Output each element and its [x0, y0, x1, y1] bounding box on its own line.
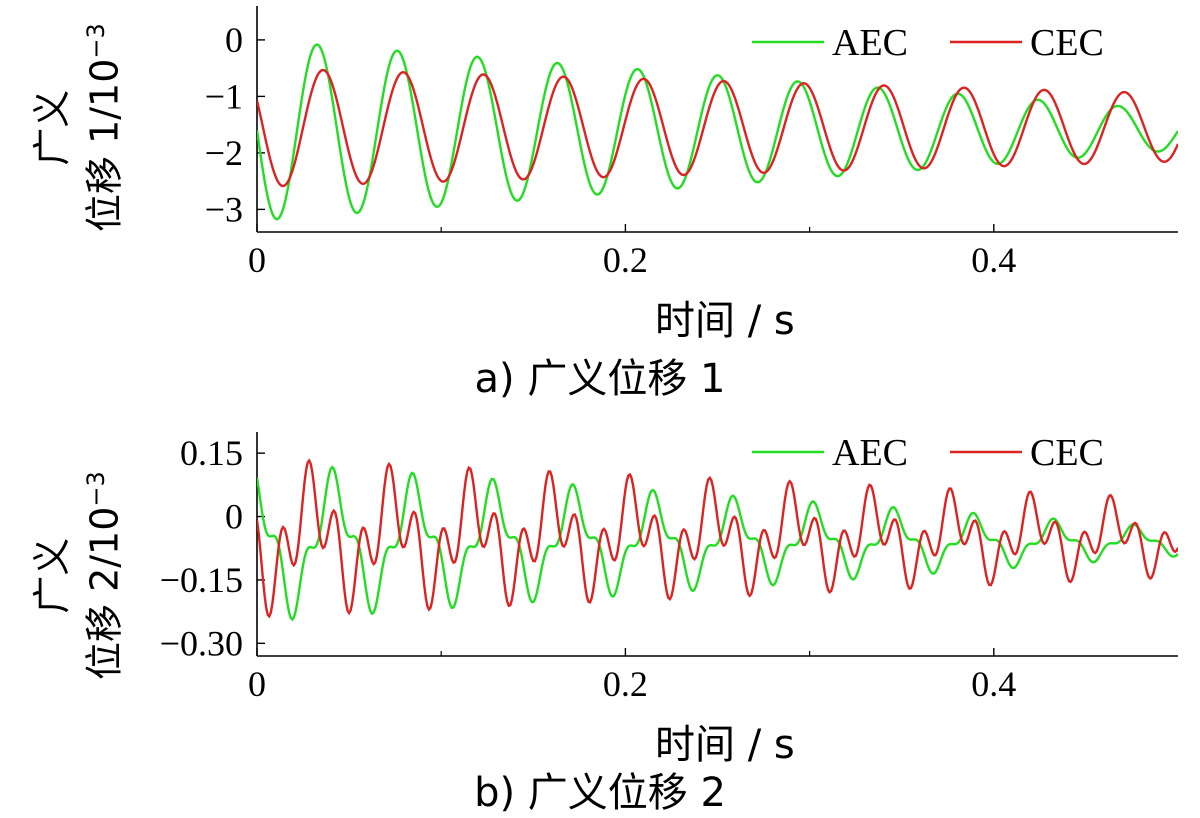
y-tick-label: −3: [205, 189, 243, 229]
y-tick-label: −0.30: [160, 623, 243, 663]
x-tick-label: 0.4: [971, 664, 1016, 704]
x-tick-label: 0: [248, 240, 266, 280]
y-tick-label: 0.15: [180, 433, 243, 473]
x-axis-label-b: 时间 / s: [655, 722, 795, 768]
y-axis-label-a: 广义 位移 1/10−3: [30, 23, 127, 232]
series-line-cec: [257, 458, 1178, 619]
caption-a: a) 广义位移 1: [474, 356, 726, 402]
x-axis-label-a: 时间 / s: [655, 298, 795, 344]
chart-b: 0 0.2 0.4 0.15 0 −0.15 −0.30 AEC CEC: [160, 432, 1178, 704]
series-line-aec: [257, 43, 1178, 221]
y-axis-label-a-exp: −3: [82, 23, 110, 59]
series-line-cec: [257, 68, 1178, 188]
y-tick-label: −2: [205, 133, 243, 173]
x-tick-label: 0: [248, 664, 266, 704]
chart-a: 0 0.2 0.4 0 −1 −2 −3 AEC CEC: [205, 6, 1178, 280]
caption-b: b) 广义位移 2: [474, 770, 726, 816]
legend-label-cec: CEC: [1030, 432, 1104, 474]
y-tick-label: −0.15: [160, 560, 243, 600]
y-axis-label-b-line1: 广义: [30, 537, 74, 614]
x-tick-label: 0.2: [603, 664, 648, 704]
y-tick-label: 0: [225, 497, 243, 537]
legend-label-cec: CEC: [1030, 22, 1104, 64]
legend-label-aec: AEC: [832, 432, 908, 474]
y-axis-label-b-exp: −3: [82, 471, 110, 507]
y-axis-label-a-line2: 位移 1/10: [82, 58, 127, 232]
y-axis-label-b: 广义 位移 2/10−3: [30, 471, 127, 680]
y-axis-label-a-line1: 广义: [30, 89, 74, 166]
y-tick-label: 0: [225, 20, 243, 60]
y-axis-label-b-line2: 位移 2/10: [82, 506, 127, 680]
x-tick-label: 0.2: [603, 240, 648, 280]
series-line-aec: [257, 465, 1178, 622]
x-tick-label: 0.4: [971, 240, 1016, 280]
y-tick-label: −1: [205, 76, 243, 116]
legend-label-aec: AEC: [832, 22, 908, 64]
